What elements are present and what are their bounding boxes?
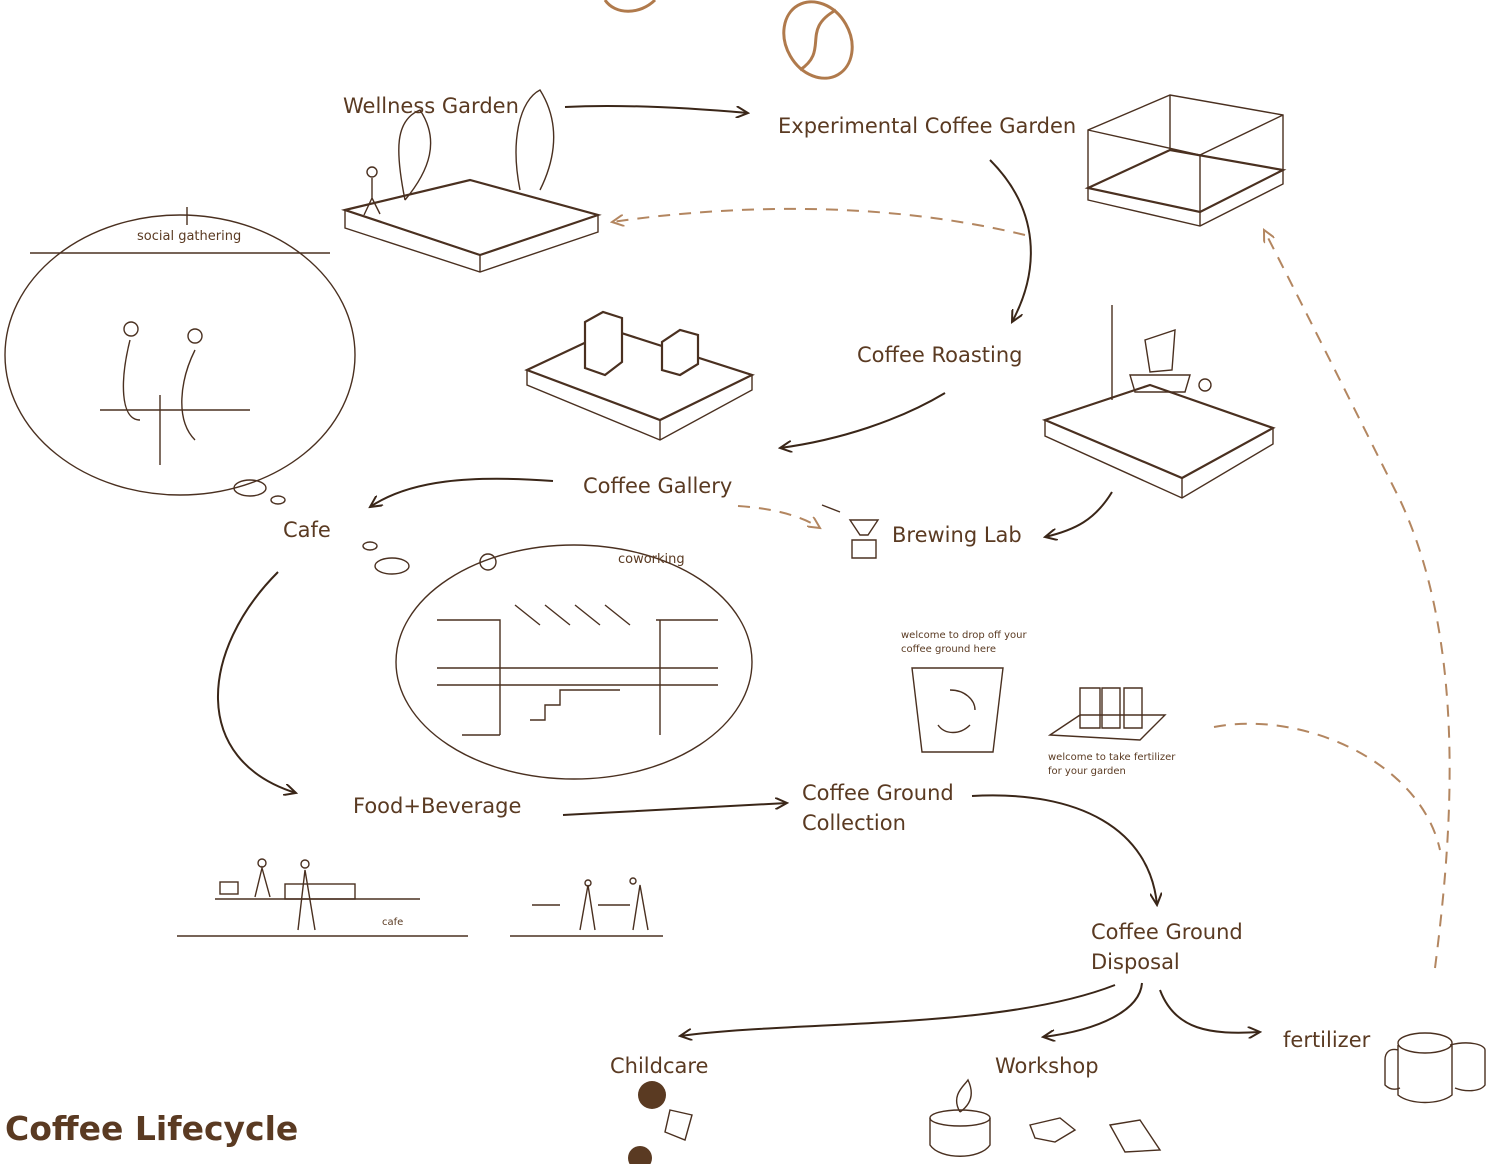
coworking-bubble xyxy=(363,542,752,779)
collection-bin-part xyxy=(912,668,1003,752)
workshop-icons-part xyxy=(1030,1118,1160,1152)
workshop-icons-part xyxy=(930,1080,990,1156)
cafe-section-part xyxy=(301,860,309,868)
flow-arrows-part xyxy=(218,572,296,793)
social-gathering-bubble xyxy=(5,207,355,504)
coffee-bean-icon-part xyxy=(770,0,865,91)
node-label: Wellness Garden xyxy=(343,94,519,118)
workshop-icons xyxy=(930,1080,1160,1156)
fertilizer-cups-part xyxy=(1398,1033,1452,1053)
node-label: Food+Beverage xyxy=(353,794,521,818)
gallery-sketch-part xyxy=(527,330,752,420)
coworking-bubble-part xyxy=(437,605,718,735)
node-label: Collection xyxy=(802,811,906,835)
feedback-arrows-part xyxy=(1264,230,1450,968)
fertilizer-cups xyxy=(1385,1033,1485,1103)
note: welcome to drop off your xyxy=(901,630,1027,641)
node-label: Workshop xyxy=(995,1054,1099,1078)
page-title: Coffee Lifecycle xyxy=(5,1109,298,1148)
roasting-sketch-part xyxy=(1199,379,1211,391)
cafe-section xyxy=(177,859,663,936)
collection-bin xyxy=(912,668,1003,752)
childcare-icon-part xyxy=(665,1110,692,1140)
experimental-garden-sketch xyxy=(1088,95,1283,226)
workshop-icons-part xyxy=(930,1110,990,1126)
social-gathering-bubble-part xyxy=(100,340,250,465)
fertilizer-bags-part xyxy=(1050,688,1165,740)
cafe-section-part xyxy=(630,878,636,884)
coworking-bubble-part xyxy=(363,542,377,550)
brewing-icon xyxy=(822,505,878,558)
flow-arrows-part xyxy=(565,106,748,113)
note: for your garden xyxy=(1048,766,1126,777)
note: coffee ground here xyxy=(901,644,996,655)
experimental-garden-sketch-part xyxy=(1088,150,1283,212)
coffee-bean-icon-part xyxy=(800,10,836,70)
fertilizer-bags xyxy=(1050,688,1165,740)
roasting-sketch xyxy=(1045,305,1273,498)
wellness-garden-sketch-part xyxy=(345,180,598,255)
gallery-sketch xyxy=(527,312,752,440)
node-label: fertilizer xyxy=(1283,1028,1371,1052)
diagram: Wellness Garden Experimental Coffee Gard… xyxy=(0,0,1496,1164)
social-gathering-bubble-part xyxy=(234,480,266,496)
flow-arrows-part xyxy=(370,479,553,507)
coworking-bubble-part xyxy=(375,558,409,574)
childcare-icon xyxy=(628,1081,692,1164)
note: social gathering xyxy=(137,229,241,244)
collection-bin-part xyxy=(938,690,975,733)
node-label: Disposal xyxy=(1091,950,1180,974)
flow-arrows-part xyxy=(780,393,945,448)
note: welcome to take fertilizer xyxy=(1048,752,1176,763)
flow-arrows-part xyxy=(1045,492,1112,537)
social-gathering-bubble-part xyxy=(124,322,138,336)
flow-arrows xyxy=(218,106,1260,1037)
cafe-section-part xyxy=(220,882,238,894)
childcare-icon-part xyxy=(638,1081,666,1109)
flow-arrows-part xyxy=(972,795,1157,905)
flow-arrows-part xyxy=(1160,990,1260,1033)
feedback-arrows-part xyxy=(738,506,820,528)
feedback-arrows xyxy=(612,209,1450,968)
childcare-icon-part xyxy=(628,1146,652,1164)
coffee-bean-icon-part xyxy=(605,0,655,11)
node-label: Coffee Ground xyxy=(802,781,954,805)
node-label: Coffee Gallery xyxy=(583,474,732,498)
node-label: Coffee Ground xyxy=(1091,920,1243,944)
social-gathering-bubble-part xyxy=(271,496,285,504)
node-label: Brewing Lab xyxy=(892,523,1022,547)
feedback-arrows-part xyxy=(612,209,1025,235)
flow-arrows-part xyxy=(1043,983,1142,1037)
coworking-bubble-part xyxy=(396,545,752,779)
wellness-garden-sketch-part xyxy=(367,167,377,177)
node-label: Cafe xyxy=(283,518,331,542)
note: cafe xyxy=(382,917,403,928)
note: coworking xyxy=(618,552,685,567)
social-gathering-bubble-part xyxy=(5,215,355,495)
cafe-section-part xyxy=(177,899,663,936)
flow-arrows-part xyxy=(680,985,1115,1036)
brewing-icon-part xyxy=(822,505,878,558)
cafe-section-part xyxy=(285,884,355,899)
node-label: Childcare xyxy=(610,1054,708,1078)
feedback-arrows-part xyxy=(1214,724,1440,850)
flow-arrows-part xyxy=(563,803,787,815)
social-gathering-bubble-part xyxy=(188,329,202,343)
flow-arrows-part xyxy=(990,160,1031,322)
coffee-bean-icon xyxy=(605,0,866,91)
node-label: Coffee Roasting xyxy=(857,343,1023,367)
node-label: Experimental Coffee Garden xyxy=(778,114,1076,138)
